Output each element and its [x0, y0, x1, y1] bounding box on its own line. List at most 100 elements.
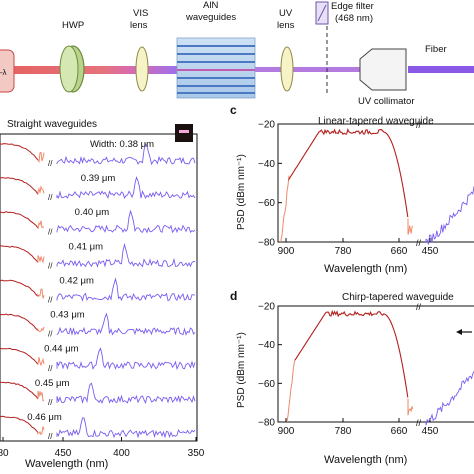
width-label: 0.41 μm: [69, 241, 104, 252]
beam-after-waveguide: [255, 67, 375, 72]
trace-uv: [56, 175, 196, 199]
x-tick-label: 900: [278, 246, 295, 257]
vis-lens-label-1: VIS: [133, 8, 148, 19]
y-tick-label: −80: [258, 238, 275, 249]
trace-uv: [56, 209, 196, 234]
trace-uv: [56, 417, 196, 439]
hwp-label: HWP: [62, 20, 84, 31]
arrow-indicator: [456, 329, 472, 335]
panel-b-traces: // Width: 0.38 μm // 0.39 μm // 0.40 μm // 0.41…: [0, 139, 196, 441]
trace-uv: [56, 142, 196, 166]
width-label: 0.44 μm: [44, 344, 79, 355]
trace-fringe: [37, 220, 45, 230]
x-tick-label: 350: [188, 448, 205, 459]
beam-red: [14, 66, 179, 74]
trace-fringe: [37, 326, 45, 333]
trace-visible: [0, 177, 39, 195]
axis-break: //: [416, 120, 422, 130]
width-label: 0.43 μm: [50, 310, 85, 321]
waveguides-label-1: AlN: [203, 0, 218, 11]
x-tick-label: 900: [278, 426, 295, 437]
panel-c-title: Linear-tapered waveguide: [318, 116, 434, 127]
axis-break: //: [48, 364, 53, 373]
trace-visible: [0, 347, 39, 365]
inset-photo-glow: [179, 130, 189, 133]
trace-visible: [288, 128, 409, 218]
x-tick-label: 660: [391, 426, 408, 437]
trace-fringe: [37, 390, 44, 402]
trace-visible: [294, 309, 409, 398]
y-tick-label: −80: [258, 418, 275, 429]
panel-d-title: Chirp-tapered waveguide: [342, 292, 454, 303]
axis-break: //: [48, 296, 53, 305]
y-tick-label: −20: [258, 302, 275, 313]
width-label: Width: 0.38 μm: [90, 139, 154, 150]
axis-break: //: [416, 302, 422, 312]
trace-fringe: [37, 288, 45, 299]
trace-fringe: [37, 255, 45, 264]
panel-c: c Linear-tapered waveguide −20 −40 −60 −809…: [230, 103, 474, 275]
vis-lens-label-2: lens: [130, 20, 148, 31]
trace-visible: [0, 245, 39, 263]
waveguide-lines: [177, 45, 255, 94]
x-tick-label: 780: [335, 246, 352, 257]
trace-uv: [56, 382, 196, 405]
trace-visible: [0, 381, 39, 400]
trace-visible: [0, 415, 39, 433]
trace-visible: [0, 313, 39, 331]
panel-b-x-axis: 80 450 400 350: [0, 437, 205, 459]
vis-lens: [135, 46, 149, 92]
setup-schematic: –λ HWP VIS lens AlN waveguides UV lens: [0, 0, 474, 107]
trace-fringe: [407, 398, 414, 416]
panel-d-xlabel: Wavelength (nm): [324, 454, 407, 466]
panel-c-frame: [277, 123, 474, 243]
x-tick-label: 780: [335, 426, 352, 437]
panel-c-xlabel: Wavelength (nm): [324, 263, 407, 275]
panel-b-xlabel: Wavelength (nm): [25, 458, 108, 470]
trace-uv: [56, 242, 196, 268]
trace-uv: [56, 277, 195, 302]
width-label: 0.45 μm: [35, 378, 70, 389]
x-tick-label: 660: [391, 246, 408, 257]
waveguide-chip: [176, 37, 256, 99]
panel-d: d Chirp-tapered waveguide −20 −40 −60 −8090…: [230, 289, 474, 466]
trace-fringe: [286, 359, 296, 422]
panel-c-letter: c: [230, 103, 237, 117]
waveguides-label-2: waveguides: [185, 12, 236, 23]
width-label: 0.40 μm: [75, 207, 110, 218]
panel-c-ylabel: PSD (dBm nm⁻¹): [236, 154, 247, 230]
axis-break: //: [48, 398, 53, 407]
uv-lens: [280, 46, 294, 92]
trace-uv: [56, 347, 196, 371]
trace-uv: [56, 312, 196, 336]
axis-break: //: [48, 261, 53, 270]
panel-d-frame: [277, 305, 474, 423]
axis-break: //: [416, 238, 422, 248]
panel-b-frame: [0, 133, 198, 442]
y-tick-label: −40: [258, 340, 275, 351]
trace-uv: [425, 371, 474, 426]
width-label: 0.39 μm: [81, 173, 116, 184]
uv-lens-label-2: lens: [277, 20, 295, 31]
width-label: 0.46 μm: [27, 412, 62, 423]
axis-break: //: [416, 418, 422, 428]
trace-uv: [425, 186, 474, 245]
x-tick-label: 80: [0, 448, 9, 459]
trace-fringe: [407, 218, 414, 235]
edge-filter-slash: [317, 4, 327, 22]
beam-fiber: [408, 66, 474, 73]
source-label: –λ: [0, 68, 6, 77]
hwp-plate-edge: [59, 45, 79, 93]
trace-visible: [0, 143, 39, 161]
panel-b: Straight waveguides // Width: 0.38 μm // 0.…: [0, 119, 205, 470]
panel-b-title: Straight waveguides: [7, 119, 97, 130]
edge-filter-label-2: (468 nm): [335, 13, 373, 24]
y-tick-label: −20: [258, 120, 275, 131]
uv-lens-label-1: UV: [279, 8, 293, 19]
trace-fringe: [37, 426, 45, 436]
panel-d-letter: d: [230, 289, 237, 303]
axis-break: //: [48, 432, 53, 441]
y-tick-label: −60: [258, 198, 275, 209]
